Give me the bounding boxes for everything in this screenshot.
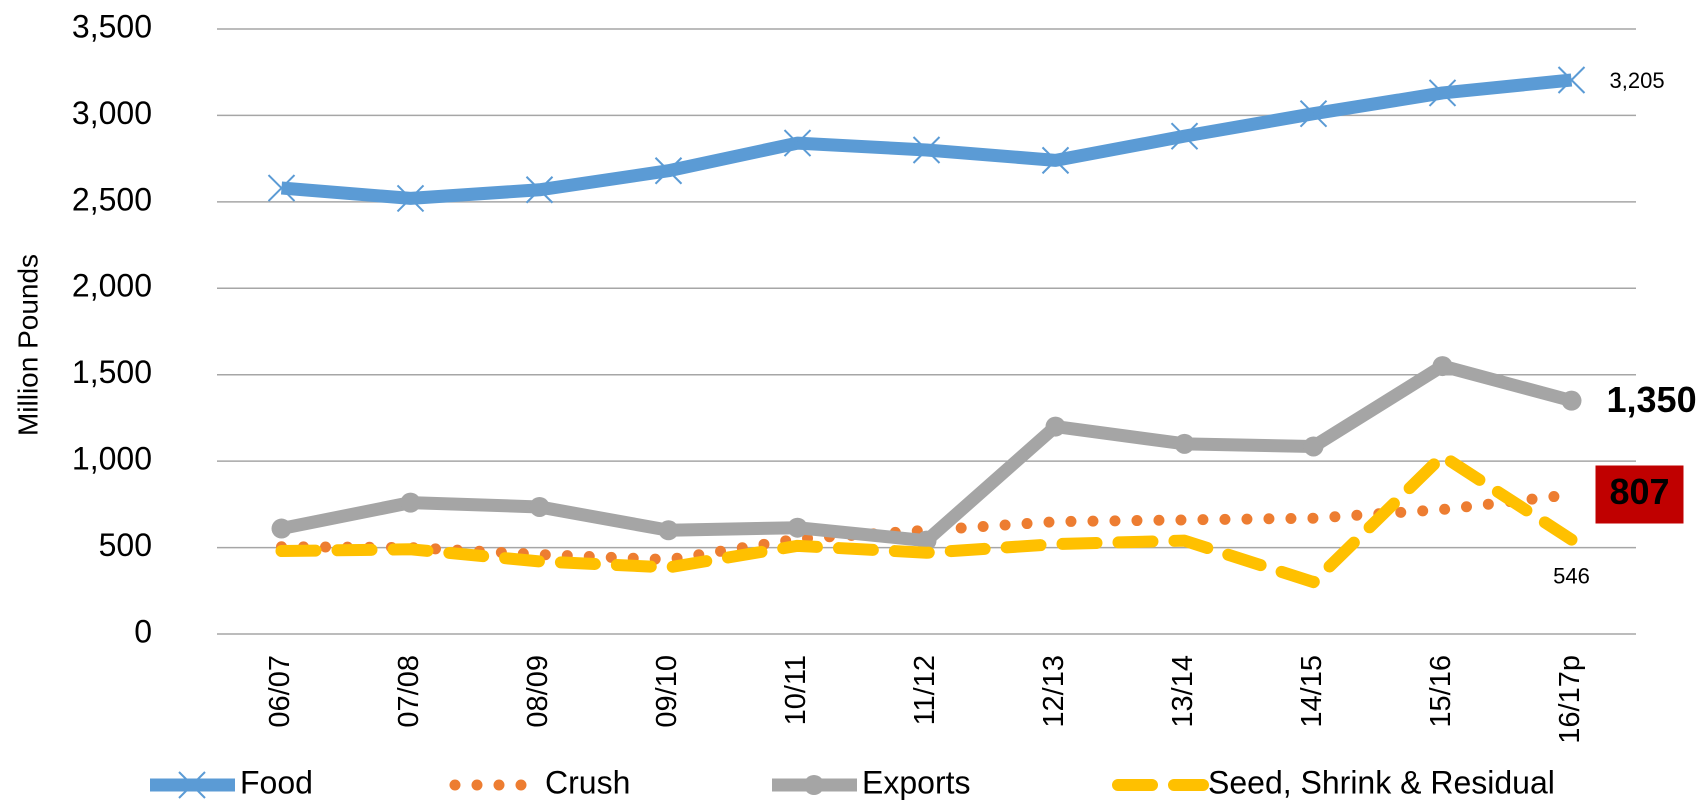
marker bbox=[1557, 66, 1586, 94]
y-tick-label: 1,500 bbox=[72, 354, 152, 390]
marker bbox=[529, 496, 550, 517]
label-box bbox=[1595, 465, 1684, 524]
y-tick-label: 2,500 bbox=[72, 181, 152, 217]
x-tick-label: 13/14 bbox=[1167, 655, 1199, 728]
marker bbox=[912, 136, 941, 164]
data-label: 1,350 bbox=[1607, 379, 1697, 420]
x-tick-label: 06/07 bbox=[264, 655, 296, 728]
marker bbox=[1174, 433, 1195, 454]
x-tick-label: 11/12 bbox=[909, 655, 941, 725]
legend-item: Seed, Shrink & Residual bbox=[1112, 764, 1555, 800]
series bbox=[271, 356, 1582, 551]
y-tick-label: 500 bbox=[99, 527, 152, 563]
marker bbox=[916, 530, 937, 551]
x-tick-label: 14/15 bbox=[1296, 655, 1328, 728]
marker bbox=[1045, 416, 1066, 437]
x-tick-label: 08/09 bbox=[522, 655, 554, 728]
marker bbox=[400, 492, 421, 513]
legend-label: Crush bbox=[545, 764, 630, 800]
marker bbox=[1561, 390, 1582, 411]
legend-marker bbox=[804, 775, 824, 795]
y-tick-label: 3,000 bbox=[72, 95, 152, 131]
x-tick-label: 10/11 bbox=[780, 655, 812, 725]
legend-label: Seed, Shrink & Residual bbox=[1208, 764, 1555, 800]
marker bbox=[1428, 79, 1457, 107]
marker bbox=[271, 518, 292, 539]
marker bbox=[1170, 122, 1199, 150]
data-label: 546 bbox=[1553, 563, 1590, 588]
marker bbox=[1041, 146, 1070, 175]
data-label: 3,205 bbox=[1610, 68, 1665, 93]
x-tick-label: 12/13 bbox=[1038, 655, 1070, 728]
y-tick-label: 1,000 bbox=[72, 441, 152, 477]
series-line bbox=[276, 489, 1577, 566]
marker bbox=[658, 520, 679, 541]
marker bbox=[267, 174, 296, 202]
legend-label: Food bbox=[240, 764, 313, 800]
marker bbox=[525, 176, 554, 204]
series-line bbox=[280, 73, 1573, 205]
x-tick-label: 07/08 bbox=[393, 655, 425, 728]
y-tick-label: 0 bbox=[134, 613, 152, 649]
y-tick-label: 2,000 bbox=[72, 268, 152, 304]
legend-item: Crush bbox=[449, 764, 630, 800]
legend-item: Food bbox=[150, 764, 313, 800]
legend-item: Exports bbox=[772, 764, 970, 800]
series bbox=[276, 489, 1577, 566]
x-tick-label: 16/17p bbox=[1554, 655, 1586, 744]
series bbox=[275, 449, 1578, 589]
marker bbox=[1303, 436, 1324, 457]
legend-marker bbox=[178, 771, 206, 799]
y-tick-label: 3,500 bbox=[72, 8, 152, 44]
legend-label: Exports bbox=[862, 764, 970, 800]
marker bbox=[1432, 356, 1453, 377]
marker bbox=[783, 129, 812, 157]
marker bbox=[654, 157, 683, 185]
x-tick-label: 15/16 bbox=[1425, 655, 1457, 728]
marker bbox=[787, 517, 808, 538]
y-axis-title: Million Pounds bbox=[12, 254, 43, 436]
x-tick-label: 09/10 bbox=[651, 655, 683, 728]
series-line bbox=[275, 449, 1578, 589]
marker bbox=[1299, 99, 1328, 128]
series bbox=[267, 66, 1586, 213]
marker bbox=[396, 184, 425, 213]
data-label: 807 bbox=[1609, 471, 1669, 512]
